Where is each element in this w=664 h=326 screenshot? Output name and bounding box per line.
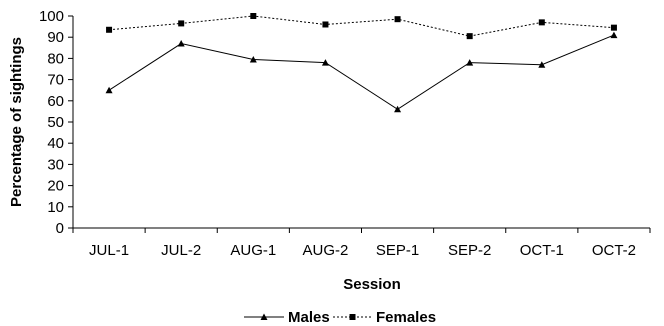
- legend: Males Females: [244, 309, 436, 326]
- x-tick-label: OCT-1: [520, 242, 564, 259]
- series-line-males: [108, 34, 615, 110]
- x-tick-label: AUG-1: [230, 242, 276, 259]
- x-tick-label: SEP-2: [448, 242, 491, 259]
- y-tick-label: 90: [47, 29, 64, 46]
- data-point-females: [610, 24, 617, 31]
- x-tick-label: JUL-1: [89, 242, 129, 259]
- series-layer: [105, 13, 618, 113]
- y-axis-title: Percentage of sightings: [8, 37, 25, 207]
- y-tick-label: 30: [47, 156, 64, 173]
- legend-item-females: Females: [333, 309, 436, 326]
- x-axis-title: Session: [343, 276, 401, 293]
- y-tick-label: 70: [47, 72, 64, 89]
- series-males: [105, 31, 618, 113]
- y-tick-label: 80: [47, 50, 64, 67]
- y-tick-label: 50: [47, 114, 64, 131]
- axes: [72, 16, 650, 229]
- data-point-females: [178, 20, 185, 27]
- data-point-females: [322, 21, 329, 28]
- legend-marker-females: [349, 314, 356, 320]
- x-axis-ticks: JUL-1 JUL-2 AUG-1 AUG-2 SEP-1 SEP-2 OCT-1 OCT-2: [72, 228, 651, 259]
- data-point-females: [250, 13, 257, 19]
- data-point-males: [466, 59, 474, 66]
- data-point-males: [610, 31, 618, 39]
- data-point-males: [249, 55, 257, 63]
- y-tick-label: 60: [47, 93, 64, 110]
- data-point-males: [321, 59, 329, 66]
- data-point-females: [466, 33, 473, 40]
- y-tick-label: 40: [47, 135, 64, 152]
- series-line-females: [109, 15, 614, 37]
- x-tick-label: OCT-2: [592, 242, 636, 259]
- legend-marker-males: [260, 313, 268, 320]
- data-point-females: [394, 16, 401, 23]
- data-point-females: [538, 19, 545, 26]
- y-tick-label: 10: [47, 199, 64, 216]
- series-females: [106, 13, 617, 40]
- y-tick-label: 100: [39, 8, 64, 25]
- legend-label-females: Females: [376, 309, 436, 326]
- data-point-males: [105, 86, 113, 94]
- legend-label-males: Males: [288, 309, 330, 326]
- y-axis-ticks: 0 10 20 30 40 50 60 70 80 90 100: [39, 8, 73, 237]
- legend-item-males: Males: [244, 309, 330, 326]
- data-point-males: [177, 40, 185, 47]
- x-tick-label: JUL-2: [161, 242, 201, 259]
- y-tick-label: 20: [47, 178, 64, 195]
- y-tick-label: 0: [56, 220, 64, 237]
- data-point-males: [538, 61, 546, 68]
- x-tick-label: AUG-2: [303, 242, 349, 259]
- data-point-females: [106, 26, 113, 33]
- x-tick-label: SEP-1: [376, 242, 419, 259]
- data-point-males: [394, 105, 402, 113]
